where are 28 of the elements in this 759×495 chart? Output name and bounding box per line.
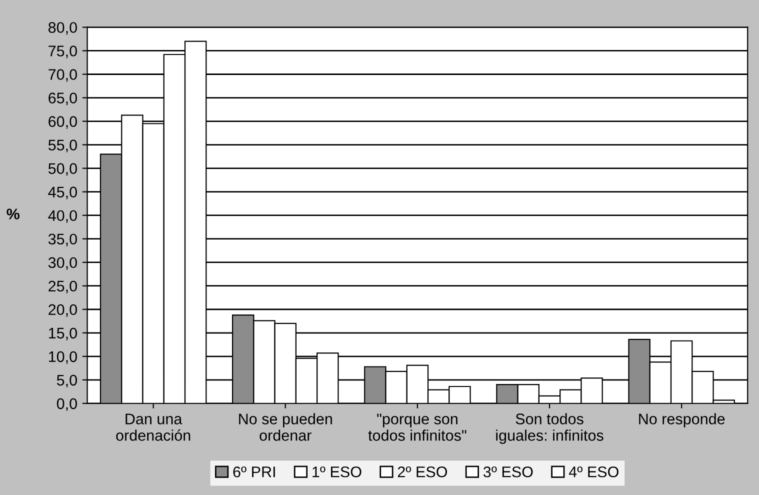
x-tick-label: No responde bbox=[639, 413, 725, 428]
y-tick-label: 0,0 bbox=[56, 398, 77, 411]
y-tick-label: 70,0 bbox=[48, 69, 77, 82]
y-tick-label: 60,0 bbox=[48, 116, 77, 129]
y-tick-label: 55,0 bbox=[48, 140, 77, 152]
legend-label: 2º ESO bbox=[398, 466, 448, 478]
legend-label: 6º PRI bbox=[233, 466, 275, 478]
y-tick-label: 40,0 bbox=[48, 210, 77, 223]
y-tick-label: 75,0 bbox=[48, 46, 77, 58]
x-tick-label: Son todos iguales: infinitos bbox=[496, 413, 604, 444]
y-tick-label: 20,0 bbox=[48, 304, 77, 317]
y-tick-label: 50,0 bbox=[48, 163, 77, 176]
y-tick-label: 10,0 bbox=[48, 351, 77, 364]
y-tick-label: 15,0 bbox=[48, 328, 77, 340]
x-tick-label: No se pueden ordenar bbox=[239, 413, 332, 441]
legend-label: 3º ESO bbox=[483, 466, 533, 478]
y-tick-label: 35,0 bbox=[48, 234, 77, 246]
y-tick-label: 45,0 bbox=[48, 186, 77, 200]
y-tick-label: 65,0 bbox=[48, 92, 77, 106]
y-tick-label: 30,0 bbox=[48, 257, 77, 270]
y-tick-label: 80,0 bbox=[48, 22, 77, 35]
legend-label: 4º ESO bbox=[568, 466, 618, 478]
x-tick-label: "porque son todos infinitos" bbox=[368, 414, 466, 441]
x-tick-label: Dan una ordenación bbox=[116, 414, 190, 441]
y-axis-title: % bbox=[6, 208, 20, 220]
y-tick-label: 25,0 bbox=[48, 280, 77, 294]
y-tick-label: 5,0 bbox=[56, 374, 77, 388]
legend-label: 1º ESO bbox=[312, 466, 362, 478]
